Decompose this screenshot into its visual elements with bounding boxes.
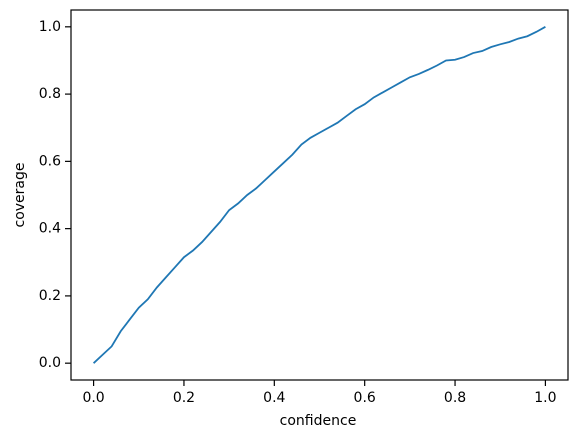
x-tick-label: 0.8 (444, 390, 466, 406)
data-line (92, 26, 546, 364)
x-tick-label: 0.2 (173, 390, 195, 406)
x-tick-label: 0.4 (263, 390, 285, 406)
y-tick-label: 0.8 (39, 86, 61, 102)
y-tick-label: 0.0 (39, 355, 61, 371)
x-tick-label: 0.6 (354, 390, 376, 406)
y-tick-label: 0.6 (39, 153, 61, 169)
y-tick-label: 0.2 (39, 288, 61, 304)
x-tick-label: 0.0 (82, 390, 104, 406)
y-tick-label: 1.0 (39, 19, 61, 35)
y-axis-label: coverage (12, 163, 28, 228)
y-tick-label: 0.4 (39, 221, 61, 237)
x-axis-label: confidence (280, 413, 357, 429)
x-tick-label: 1.0 (534, 390, 556, 406)
axes-frame (70, 9, 569, 381)
